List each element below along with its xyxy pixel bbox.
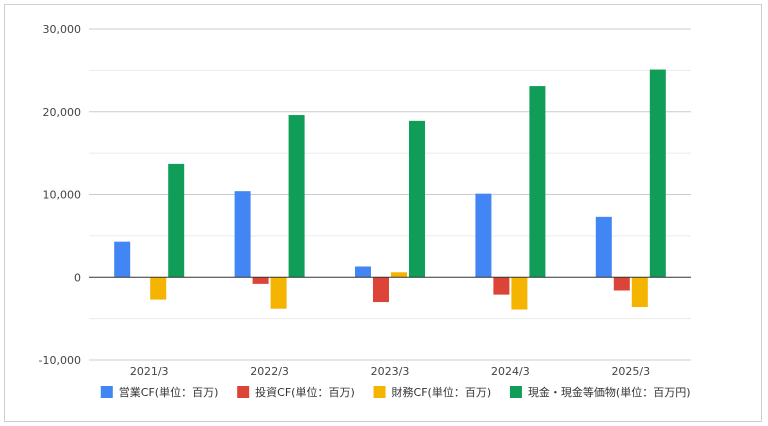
bar-4 xyxy=(288,115,305,278)
legend: 営業CF(単位：百万) 投資CF(単位：百万) 財務CF(単位：百万) 現金・現金等価… xyxy=(100,385,691,399)
gridlines xyxy=(89,28,691,361)
bar-4 xyxy=(649,69,666,278)
bar-2 xyxy=(613,277,630,291)
legend-label: 現金・現金等価物(単位：百万円) xyxy=(528,385,691,399)
bar-3 xyxy=(270,277,287,309)
legend-swatch xyxy=(509,386,522,398)
bars xyxy=(114,69,666,310)
bar-4 xyxy=(168,163,185,278)
legend-label: 営業CF(単位：百万) xyxy=(119,385,219,399)
y-tick-label: 10,000 xyxy=(43,189,82,202)
bar-4 xyxy=(529,86,546,278)
y-tick-label: 0 xyxy=(74,271,81,284)
bar-4 xyxy=(409,120,425,278)
x-axis-ticks: 2021/3 2022/3 2023/3 2024/3 2025/3 xyxy=(130,365,650,378)
bar-1 xyxy=(114,241,131,278)
bar-1 xyxy=(234,191,251,278)
bar-2 xyxy=(252,277,269,284)
x-tick-label: 2024/3 xyxy=(491,365,530,378)
legend-swatch xyxy=(237,386,250,398)
legend-swatch xyxy=(373,386,386,398)
x-tick-label: 2021/3 xyxy=(130,365,169,378)
bar-3 xyxy=(631,277,648,308)
bar-1 xyxy=(355,266,371,278)
bar-2 xyxy=(493,277,510,295)
bar-2 xyxy=(373,277,389,303)
x-tick-label: 2023/3 xyxy=(371,365,410,378)
y-tick-label: 30,000 xyxy=(43,23,82,36)
legend-label: 投資CF(単位：百万) xyxy=(255,385,355,399)
chart-frame: 30,000 20,000 10,000 0 -10,000 2021/3 2022/3 2… xyxy=(4,4,762,422)
bar-1 xyxy=(475,193,492,278)
legend-label: 財務CF(単位：百万) xyxy=(392,385,492,399)
legend-swatch xyxy=(100,386,113,398)
y-tick-label: 20,000 xyxy=(43,106,82,119)
x-tick-label: 2025/3 xyxy=(611,365,650,378)
y-axis-ticks: 30,000 20,000 10,000 0 -10,000 xyxy=(39,23,81,367)
bar-3 xyxy=(150,277,167,300)
y-tick-label: -10,000 xyxy=(39,354,81,367)
bar-3 xyxy=(511,277,528,310)
bar-3 xyxy=(391,272,407,278)
x-tick-label: 2022/3 xyxy=(250,365,289,378)
bar-1 xyxy=(595,216,612,278)
